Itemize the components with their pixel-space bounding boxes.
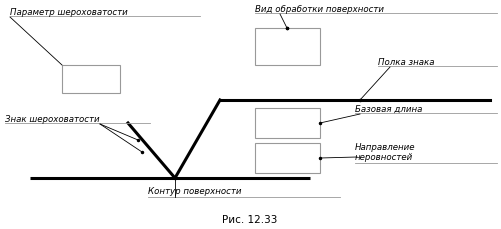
Bar (255, 143, 320, 173)
Bar (255, 108, 320, 138)
Text: Контур поверхности: Контур поверхности (148, 187, 241, 196)
Text: Рис. 12.33: Рис. 12.33 (222, 215, 278, 225)
Bar (255, 28, 320, 65)
Text: Базовая длина: Базовая длина (355, 105, 422, 114)
Text: Направление
неровностей: Направление неровностей (355, 143, 415, 162)
Text: Параметр шероховатости: Параметр шероховатости (10, 8, 128, 17)
Text: Вид обработки поверхности: Вид обработки поверхности (255, 5, 384, 14)
Bar (62, 65, 120, 93)
Text: Полка знака: Полка знака (378, 58, 434, 67)
Text: Знак шероховатости: Знак шероховатости (5, 115, 100, 124)
